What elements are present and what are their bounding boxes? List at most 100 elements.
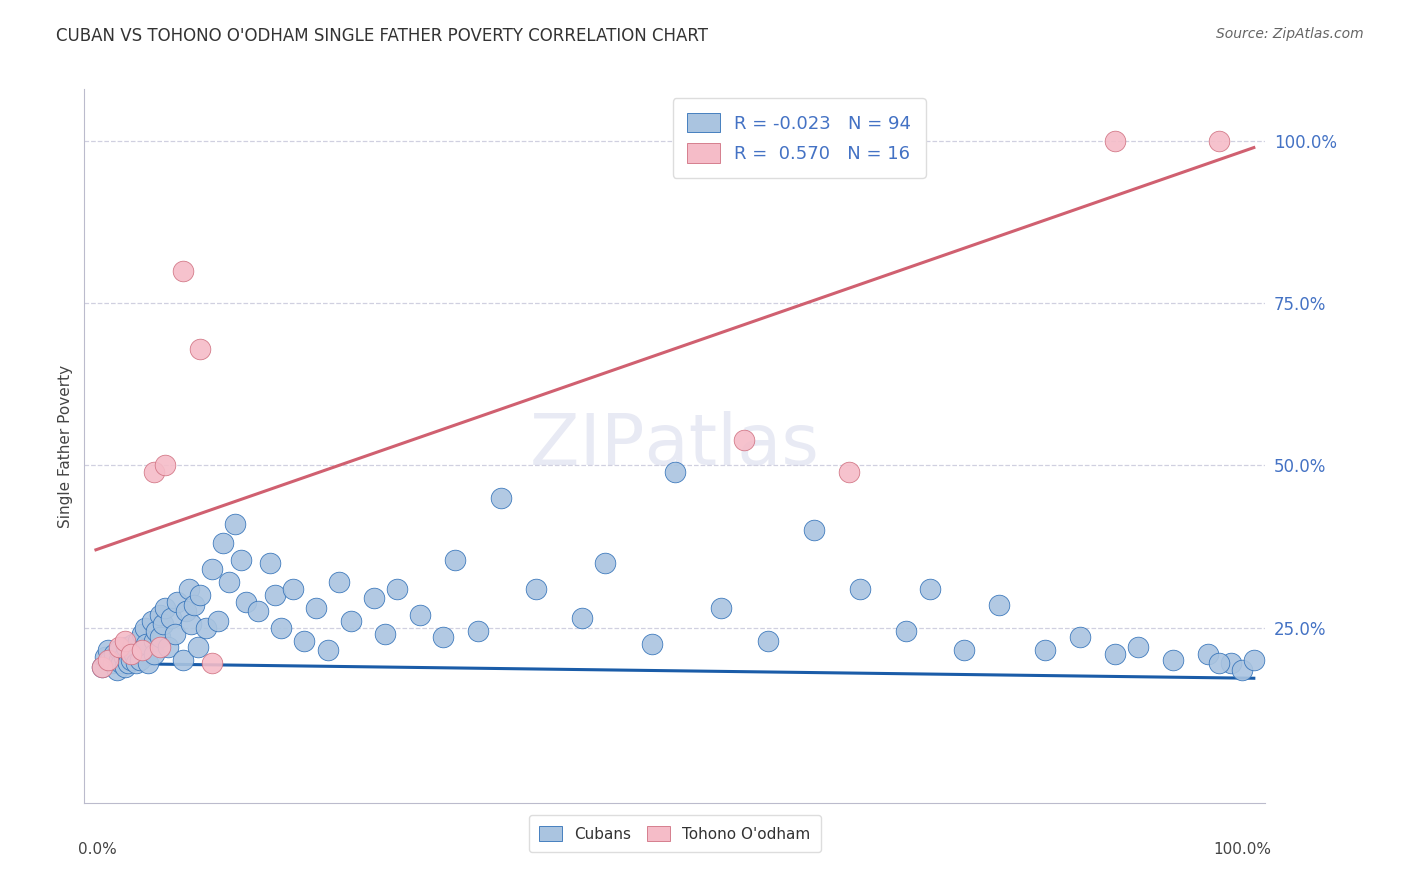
Point: [187, 640, 209, 654]
Point: [385, 582, 408, 596]
Point: [112, 649, 135, 664]
Point: [595, 556, 617, 570]
Point: [122, 647, 145, 661]
Point: [134, 621, 156, 635]
Point: [149, 607, 172, 622]
Point: [409, 607, 432, 622]
Point: [849, 582, 872, 596]
Point: [207, 614, 229, 628]
Point: [125, 657, 148, 671]
Point: [235, 595, 257, 609]
Point: [803, 524, 825, 538]
Point: [103, 647, 125, 661]
Point: [180, 617, 202, 632]
Point: [117, 657, 139, 671]
Point: [115, 640, 138, 654]
Point: [201, 562, 224, 576]
Point: [1208, 657, 1230, 671]
Point: [571, 611, 593, 625]
Point: [641, 637, 664, 651]
Point: [129, 653, 152, 667]
Point: [155, 458, 177, 473]
Y-axis label: Single Father Poverty: Single Father Poverty: [58, 365, 73, 527]
Point: [756, 633, 779, 648]
Point: [224, 516, 246, 531]
Point: [339, 614, 361, 628]
Point: [122, 637, 145, 651]
Legend: Cubans, Tohono O'odham: Cubans, Tohono O'odham: [529, 815, 821, 852]
Text: ZIP​atlas: ZIP​atlas: [530, 411, 820, 481]
Point: [136, 657, 159, 671]
Point: [212, 536, 235, 550]
Point: [114, 633, 136, 648]
Text: 100.0%: 100.0%: [1213, 842, 1271, 857]
Point: [131, 643, 153, 657]
Point: [142, 465, 165, 479]
Point: [141, 614, 163, 628]
Point: [201, 657, 224, 671]
Point: [96, 643, 118, 657]
Point: [172, 264, 194, 278]
Point: [131, 643, 153, 657]
Point: [96, 653, 118, 667]
Point: [467, 624, 489, 638]
Point: [156, 640, 179, 654]
Point: [270, 621, 292, 635]
Point: [316, 643, 339, 657]
Point: [174, 604, 197, 618]
Point: [918, 582, 941, 596]
Point: [105, 663, 128, 677]
Point: [90, 659, 112, 673]
Point: [149, 640, 172, 654]
Point: [1219, 657, 1241, 671]
Point: [114, 659, 136, 673]
Point: [1126, 640, 1149, 654]
Point: [120, 643, 142, 657]
Point: [1232, 663, 1254, 677]
Point: [1035, 643, 1057, 657]
Point: [838, 465, 860, 479]
Point: [110, 657, 132, 671]
Point: [145, 624, 167, 638]
Point: [188, 342, 211, 356]
Point: [710, 601, 733, 615]
Point: [135, 637, 157, 651]
Point: [733, 433, 755, 447]
Point: [1161, 653, 1184, 667]
Point: [374, 627, 396, 641]
Point: [432, 631, 454, 645]
Text: CUBAN VS TOHONO O'ODHAM SINGLE FATHER POVERTY CORRELATION CHART: CUBAN VS TOHONO O'ODHAM SINGLE FATHER PO…: [56, 27, 709, 45]
Point: [142, 633, 165, 648]
Point: [1243, 653, 1265, 667]
Point: [1208, 134, 1230, 148]
Point: [127, 633, 149, 648]
Point: [131, 627, 153, 641]
Text: Source: ZipAtlas.com: Source: ZipAtlas.com: [1216, 27, 1364, 41]
Point: [259, 556, 281, 570]
Point: [108, 653, 131, 667]
Point: [281, 582, 304, 596]
Point: [1104, 134, 1126, 148]
Point: [177, 582, 200, 596]
Point: [108, 640, 131, 654]
Point: [328, 575, 350, 590]
Text: 0.0%: 0.0%: [79, 842, 117, 857]
Point: [103, 657, 125, 671]
Point: [664, 465, 686, 479]
Point: [292, 633, 315, 648]
Point: [152, 617, 174, 632]
Point: [363, 591, 385, 606]
Point: [183, 598, 205, 612]
Point: [120, 653, 142, 667]
Point: [264, 588, 287, 602]
Point: [163, 627, 186, 641]
Point: [166, 595, 188, 609]
Point: [489, 491, 512, 505]
Point: [94, 649, 117, 664]
Point: [90, 659, 112, 673]
Point: [188, 588, 211, 602]
Point: [896, 624, 918, 638]
Point: [218, 575, 240, 590]
Point: [444, 552, 467, 566]
Point: [953, 643, 976, 657]
